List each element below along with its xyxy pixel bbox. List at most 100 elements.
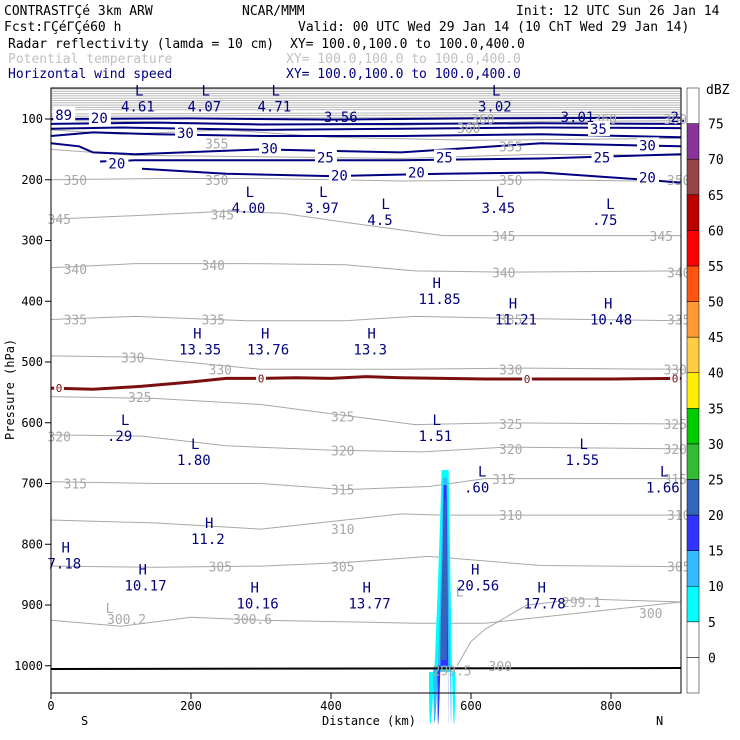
wind-extremum-value: 4.07 (188, 100, 222, 116)
theta-label: 330 (664, 363, 687, 378)
x-axis-north-label: N (656, 714, 663, 728)
wind-extremum-marker: H (509, 296, 517, 312)
theta-label: 320 (48, 431, 71, 446)
wind-extremum-marker: L (272, 84, 280, 100)
wind-extremum-value: 10.48 (590, 312, 632, 328)
wind-label-bg (637, 137, 659, 153)
wind-extremum-marker: L (121, 413, 129, 429)
wind-extremum-marker: H (604, 296, 612, 312)
wind-label: 20 (91, 111, 108, 127)
theta-label: 305 (209, 561, 232, 576)
theta-label: 305 (667, 561, 690, 576)
wind-extremum-marker: L (580, 437, 588, 453)
wind-extremum-value: 11.85 (419, 292, 461, 308)
wind-extremum-marker: H (471, 562, 479, 578)
wind-contour (50, 142, 682, 156)
wind-extremum-value: 4.71 (258, 100, 292, 116)
colorbar: 0 5 10 15 20 25 30 35 40 45 50 55 60 65 70 75 (686, 87, 724, 694)
theta-label: 325 (128, 391, 151, 406)
wind-label: 20 (331, 169, 348, 185)
theta-contour-upper (50, 102, 682, 104)
terrain-line (50, 667, 682, 670)
wind-extremum-value: 4.00 (232, 201, 266, 217)
theta-label: 360 (457, 122, 480, 137)
wind-extremum-marker: H (251, 581, 259, 597)
colorbar-tick-label: 30 (708, 438, 724, 453)
wind-extremum-value: 4.61 (121, 100, 155, 116)
colorbar-swatch (686, 301, 700, 338)
theta-label: 350 (667, 174, 690, 189)
theta-label: 340 (64, 263, 87, 278)
theta-label: 335 (202, 313, 225, 328)
header: CONTRASTΓÇé 3km ARW NCAR/MMM Init: 12 UT… (4, 4, 720, 82)
wind-label: 20 (108, 157, 125, 173)
theta-contour-upper (50, 104, 682, 106)
theta-contour-upper (50, 90, 682, 93)
wind-extremum-value: 3.01 (561, 110, 595, 126)
wind-extremum-marker: L (381, 197, 389, 213)
wind-extremum-marker: H (261, 327, 269, 343)
y-tick-label: 100 (21, 112, 43, 126)
forecast-hour: Fcst:ΓÇéΓÇé60 h (4, 20, 121, 35)
plot-background (51, 88, 681, 693)
colorbar-swatch (686, 657, 700, 694)
theta-label: 310 (331, 523, 354, 538)
wind-extremum-value: 3.45 (482, 201, 516, 217)
wind-extremum-value: 4.5 (367, 213, 392, 229)
theta-contour-upper (50, 92, 682, 95)
colorbar-swatch (686, 230, 700, 267)
field-theta-xy: XY= 100.0,100.0 to 100.0,400.0 (286, 52, 521, 67)
theta-label: 340 (667, 267, 690, 282)
theta-label: 330 (121, 352, 144, 367)
theta-label: 315 (331, 484, 354, 499)
colorbar-swatch (686, 372, 700, 409)
x-axis-label: Distance (km) (322, 714, 416, 728)
wind-extremum-marker: H (538, 581, 546, 597)
colorbar-tick-label: 20 (708, 509, 724, 524)
theta-label: 345 (492, 230, 515, 245)
wind-extremum-value: 10.16 (237, 597, 279, 613)
wind-label: 30 (177, 126, 194, 142)
wind-extremum-marker: H (367, 327, 375, 343)
zero-isotherm-label-bg (670, 373, 680, 384)
wind-extremum-value: 1.66 (646, 481, 680, 497)
wind-contour (50, 131, 682, 139)
field-wind-xy: XY= 100.0,100.0 to 100.0,400.0 (286, 67, 521, 82)
colorbar-swatch (686, 408, 700, 445)
theta-label: 299.1 (562, 596, 601, 611)
wind-label: 25 (317, 150, 334, 166)
theta-label: 355 (499, 140, 522, 155)
wind-extremum-value: 17.78 (524, 597, 566, 613)
wind-extremum-marker: H (433, 276, 441, 292)
theta-contour (50, 555, 682, 568)
wind-extremum-value: 20.56 (457, 578, 499, 594)
wind-extremum-value: 3.02 (478, 100, 512, 116)
org-title: NCAR/MMM (242, 4, 305, 19)
theta-label: 350 (499, 174, 522, 189)
theta-label: 299.5 (433, 665, 472, 680)
theta-label: 325 (499, 418, 522, 433)
y-tick-label: 300 (21, 234, 43, 248)
y-tick-label: 400 (21, 294, 43, 308)
theta-contour (50, 263, 682, 273)
x-tick-label: 600 (460, 699, 482, 713)
theta-contour-upper (50, 97, 682, 99)
theta-label: 315 (64, 478, 87, 493)
wind-extremum-marker: L (478, 465, 486, 481)
theta-label: 340 (492, 267, 515, 282)
wind-label: 35 (590, 122, 607, 138)
wind-label: 89 (55, 108, 72, 124)
colorbar-tick-label: 55 (708, 260, 724, 275)
colorbar-swatch (686, 87, 700, 124)
colorbar-tick-label: 45 (708, 331, 724, 346)
colorbar-swatch (686, 550, 700, 587)
colorbar-swatch (686, 621, 700, 658)
wind-extremum-marker: H (363, 581, 371, 597)
y-tick-label: 600 (21, 416, 43, 430)
wind-label-bg (259, 140, 281, 156)
y-tick-label: 900 (21, 598, 43, 612)
y-axis: 100 200 300 400 500 600 700 800 900 1000 (14, 112, 51, 673)
field-reflectivity-name: Radar reflectivity (lamda = 10 cm) (8, 37, 274, 52)
wind-label: 20 (639, 171, 656, 187)
wind-label: 20 (408, 166, 425, 182)
